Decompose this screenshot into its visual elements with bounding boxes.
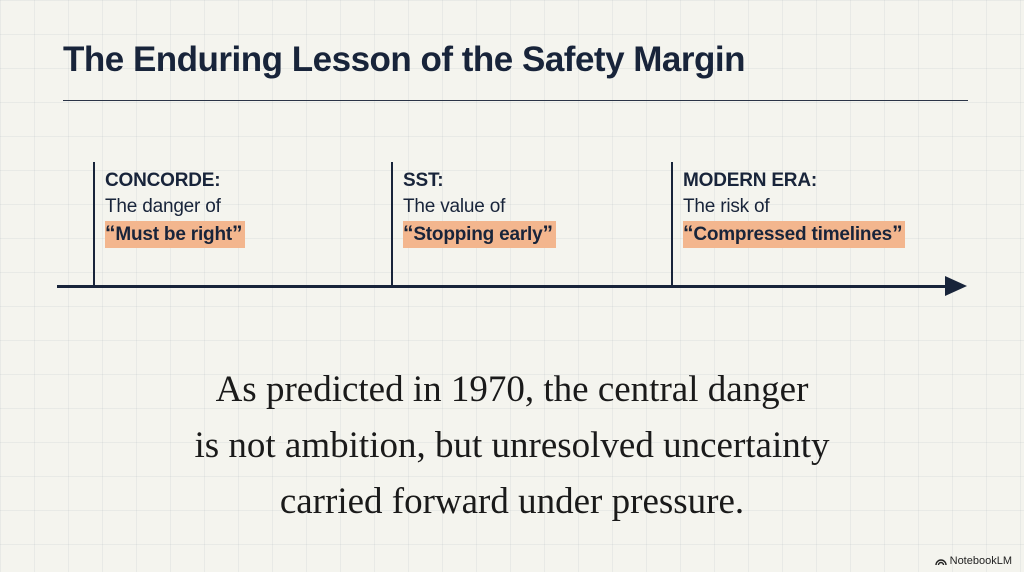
slide-title: The Enduring Lesson of the Safety Margin bbox=[63, 40, 746, 79]
milestone-tick-concorde bbox=[93, 162, 95, 286]
brand-name: NotebookLM bbox=[949, 555, 1012, 567]
open-quote: “ bbox=[403, 222, 414, 245]
highlight-text: Compressed timelines bbox=[693, 224, 893, 245]
conclusion-line: As predicted in 1970, the central danger bbox=[215, 369, 809, 410]
milestone-highlight: “Stopping early” bbox=[403, 221, 556, 248]
conclusion-statement: As predicted in 1970, the central danger… bbox=[0, 362, 1024, 530]
milestone-tick-modern-era bbox=[671, 162, 673, 286]
highlight-text: Must be right bbox=[115, 224, 232, 245]
milestone-description: The risk of bbox=[683, 196, 770, 217]
timeline-axis bbox=[57, 285, 957, 288]
notebooklm-logo-icon bbox=[934, 557, 947, 566]
milestone-description: The value of bbox=[403, 196, 506, 217]
open-quote: “ bbox=[683, 222, 694, 245]
close-quote: ” bbox=[542, 222, 553, 245]
highlight-text: Stopping early bbox=[413, 224, 543, 245]
milestone-sst: SST: The value of “Stopping early” bbox=[403, 168, 556, 248]
close-quote: ” bbox=[231, 222, 243, 245]
milestone-highlight: “Must be right” bbox=[105, 221, 246, 248]
open-quote: “ bbox=[105, 222, 116, 245]
conclusion-line: carried forward under pressure. bbox=[279, 481, 745, 522]
milestone-label: CONCORDE: bbox=[105, 170, 221, 191]
milestone-label: SST: bbox=[403, 170, 444, 191]
milestone-concorde: CONCORDE: The danger of “Must be right” bbox=[105, 168, 246, 248]
title-divider bbox=[63, 100, 968, 101]
close-quote: ” bbox=[892, 222, 903, 245]
timeline-arrow-icon bbox=[945, 276, 967, 296]
milestone-description: The danger of bbox=[105, 196, 221, 217]
brand-watermark: NotebookLM bbox=[934, 555, 1012, 567]
milestone-label: MODERN ERA: bbox=[683, 170, 817, 191]
conclusion-line: is not ambition, but unresolved uncertai… bbox=[194, 425, 830, 466]
milestone-modern-era: MODERN ERA: The risk of “Compressed time… bbox=[683, 168, 906, 248]
milestone-highlight: “Compressed timelines” bbox=[683, 221, 906, 248]
milestone-tick-sst bbox=[391, 162, 393, 286]
